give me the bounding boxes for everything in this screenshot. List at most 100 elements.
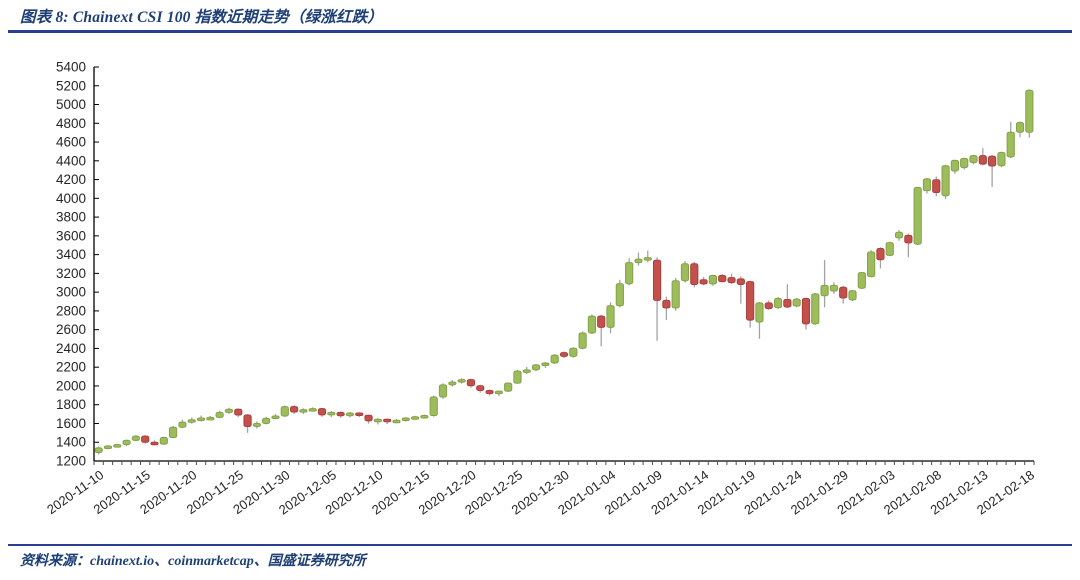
y-tick-label: 1200 — [56, 454, 86, 469]
y-tick-label: 4800 — [56, 116, 86, 131]
candle-up — [438, 384, 448, 398]
candle-down — [317, 408, 327, 416]
candle-down — [289, 406, 299, 413]
candle-down — [234, 408, 243, 416]
candle-up — [857, 272, 866, 289]
candle-up — [671, 280, 680, 309]
candle-down — [904, 234, 913, 244]
candle-down — [988, 155, 997, 167]
candle-up — [643, 257, 652, 261]
candle-up — [178, 421, 187, 428]
candle-up — [941, 165, 950, 197]
candle-up — [811, 293, 820, 325]
candle-up — [103, 445, 113, 449]
candle-up — [113, 444, 122, 448]
candle-up — [1015, 122, 1025, 133]
candle-up — [401, 417, 410, 422]
footer-divider — [8, 544, 1072, 546]
y-tick-label: 5200 — [56, 78, 86, 93]
y-tick-label: 4200 — [56, 172, 86, 187]
candle-up — [169, 426, 178, 439]
candle-up — [708, 274, 718, 285]
candle-up — [578, 332, 587, 349]
candle-down — [336, 411, 345, 417]
candle-up — [587, 315, 597, 334]
candle-down — [662, 299, 671, 309]
candle-up — [504, 382, 513, 392]
y-tick-label: 3000 — [56, 285, 86, 300]
candle-up — [94, 447, 103, 454]
y-tick-label: 1400 — [56, 435, 86, 450]
y-tick-label: 3400 — [56, 247, 86, 262]
candle-up — [950, 159, 959, 172]
y-tick-label: 2200 — [56, 360, 86, 375]
candle-up — [345, 412, 355, 417]
candle-up — [960, 157, 969, 169]
candle-down — [764, 302, 773, 310]
y-tick-label: 4600 — [56, 135, 86, 150]
candle-down — [876, 248, 885, 261]
y-tick-label: 2800 — [56, 303, 86, 318]
candle-down — [141, 435, 150, 443]
candle-up — [224, 408, 234, 413]
candle-up — [410, 416, 420, 420]
y-tick-label: 5000 — [56, 97, 86, 112]
candle-up — [308, 408, 317, 412]
candle-up — [792, 298, 801, 307]
candle-down — [383, 418, 392, 423]
y-tick-label: 2000 — [56, 378, 86, 393]
candle-up — [122, 439, 131, 446]
candle-up — [196, 417, 206, 422]
candle-up — [625, 262, 634, 285]
candle-up — [867, 251, 876, 278]
chart-title: 图表 8: Chainext CSI 100 指数近期走势（绿涨红跌） — [20, 9, 384, 26]
candle-up — [271, 415, 280, 419]
y-tick-label: 2400 — [56, 341, 86, 356]
candle-up — [262, 417, 271, 424]
candle-down — [243, 414, 252, 427]
candle-up — [606, 305, 615, 328]
candle-up — [373, 418, 382, 423]
candle-up — [773, 298, 783, 309]
y-tick-label: 1600 — [56, 416, 86, 431]
candle-down — [652, 259, 662, 301]
candle-down — [476, 385, 485, 391]
candle-down — [801, 298, 811, 325]
candle-up — [429, 396, 438, 417]
candle-down — [839, 286, 848, 299]
candle-down — [150, 441, 159, 446]
candle-up — [829, 284, 839, 292]
y-tick-label: 1800 — [56, 397, 86, 412]
candle-up — [969, 155, 978, 163]
candle-up — [569, 347, 578, 357]
y-tick-label: 3600 — [56, 228, 86, 243]
candle-up — [913, 187, 922, 245]
candle-up — [634, 258, 643, 264]
candle-up — [131, 435, 140, 441]
candle-up — [215, 411, 224, 418]
candle-up — [280, 406, 289, 417]
y-tick-label: 3800 — [56, 210, 86, 225]
candle-down — [718, 274, 727, 283]
candle-down — [783, 298, 792, 308]
candle-down — [690, 263, 699, 285]
candle-up — [550, 354, 559, 364]
candle-up — [299, 409, 308, 413]
candle-down — [597, 315, 606, 328]
candle-up — [1025, 89, 1034, 133]
candle-up — [541, 362, 550, 366]
candle-down — [746, 281, 755, 321]
candle-up — [755, 302, 764, 323]
candlestick-chart: 1200 1400 1600 1800 2000 2200 2400 2600 2800 3000… — [44, 60, 1037, 518]
candle-down — [978, 155, 987, 165]
candle-up — [615, 283, 624, 307]
candle-down — [727, 277, 736, 284]
candle-down — [736, 278, 745, 285]
title-divider — [8, 30, 1072, 33]
candle-down — [364, 414, 373, 422]
candle-up — [392, 419, 401, 424]
candle-up — [531, 364, 541, 371]
y-tick-label: 4000 — [56, 191, 86, 206]
candle-up — [420, 415, 429, 419]
